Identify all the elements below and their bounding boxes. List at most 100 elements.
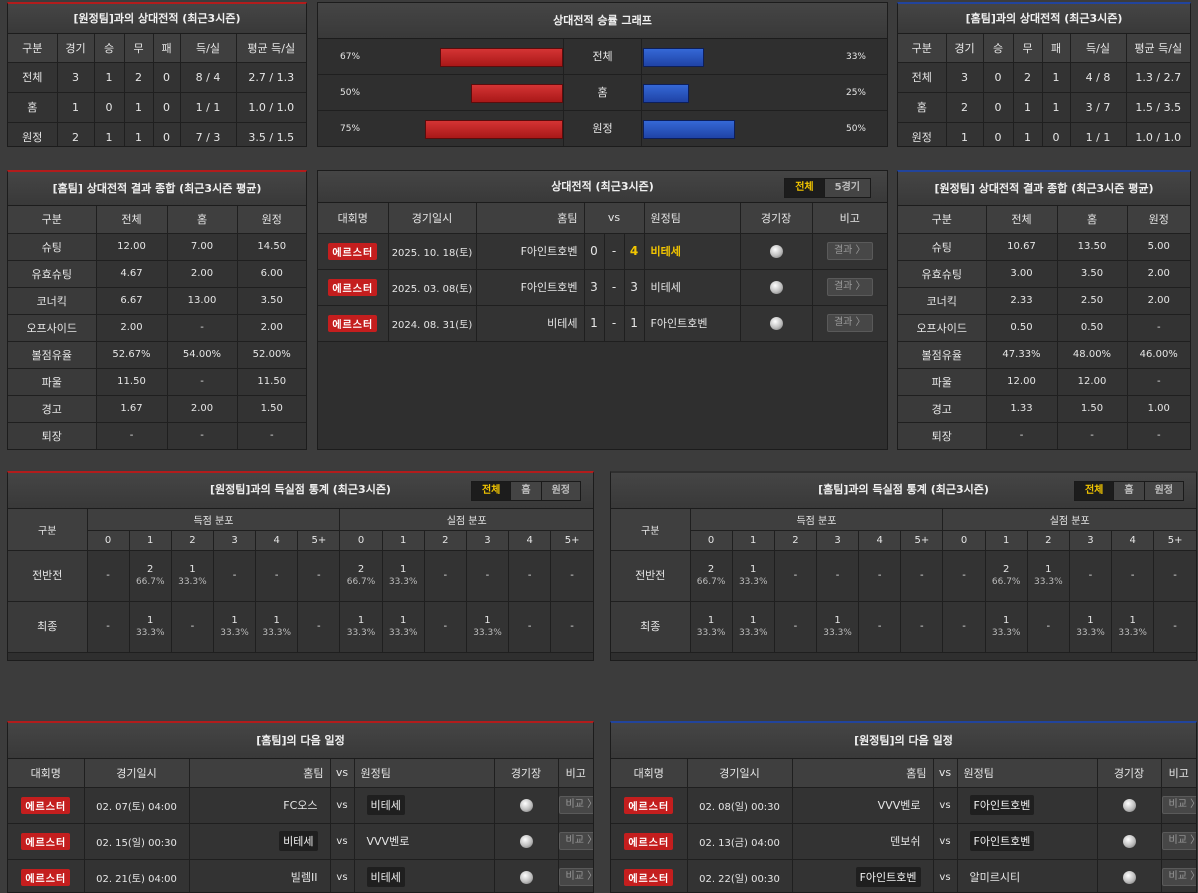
- stat-cell: 0.50: [1057, 314, 1128, 342]
- stat-cell: 0: [94, 92, 125, 123]
- stat-cell: 2: [124, 62, 154, 93]
- col-vs: vs: [330, 759, 355, 788]
- note-cell: 결과 〉: [812, 233, 887, 270]
- home-pct-label: 75%: [340, 124, 361, 134]
- col-venue: 경기장: [740, 203, 813, 234]
- away-team: VVV벤로: [366, 835, 410, 848]
- result-button[interactable]: 결과 〉: [826, 242, 873, 260]
- league-cell: 에르스터: [8, 823, 85, 860]
- home-winrate-bar: [439, 48, 563, 67]
- compare-button[interactable]: 비교 〉: [558, 868, 593, 886]
- match-date: 2025. 10. 18(토): [388, 233, 477, 270]
- col-header: 득/실: [1070, 34, 1127, 63]
- dist-cell: -: [508, 601, 552, 653]
- tab-all[interactable]: 전체: [1074, 482, 1115, 500]
- result-button[interactable]: 결과 〉: [826, 278, 873, 296]
- count-value: -: [793, 620, 798, 632]
- stat-cell: 2.00: [1127, 260, 1190, 288]
- venue-cell: [740, 269, 813, 306]
- note-cell: 비교 〉: [1161, 823, 1196, 860]
- stat-cell: 3: [946, 62, 984, 93]
- note-cell: 결과 〉: [812, 305, 887, 342]
- table-row: 퇴장 - - -: [8, 422, 306, 449]
- table-row: 유효슈팅 4.67 2.00 6.00: [8, 260, 306, 288]
- col-league: 대회명: [611, 759, 688, 788]
- tab-5games[interactable]: 5경기: [824, 179, 870, 197]
- summary-home-panel: [홈팀] 상대전적 결과 종합 (최근3시즌 평균) 구분 전체 홈 원정 슈팅 12.0…: [7, 170, 307, 450]
- bucket-header: 0: [339, 530, 383, 551]
- home-team-cell: 빌렘II: [189, 859, 331, 892]
- dist-cell: 1 33.3%: [171, 550, 214, 602]
- compare-button[interactable]: 비교 〉: [1161, 796, 1196, 814]
- dist-cell: 1 33.3%: [129, 601, 172, 653]
- count-value: -: [527, 620, 532, 632]
- league-badge: 에르스터: [624, 868, 674, 886]
- count-value: 1: [1002, 614, 1010, 626]
- dist-cell: -: [213, 550, 257, 602]
- dist-cell: 1 33.3%: [1069, 601, 1113, 653]
- col-note: 비고: [558, 759, 593, 788]
- dist-cell: 1 33.3%: [732, 601, 775, 653]
- percent-value: 33.3%: [262, 627, 291, 638]
- h2h-home-panel: [홈팀]과의 상대전적 (최근3시즌) 구분 경기 승 무 패 득/실 평균 득/실 전체 3 0…: [897, 2, 1191, 147]
- summary-away-title: [원정팀] 상대전적 결과 종합 (최근3시즌 평균): [898, 172, 1190, 206]
- row-label: 최종: [611, 601, 691, 653]
- table-row: 전반전 -2 66.7% 1 33.3% - - -2 66.7% 1 33.3% - - - -: [8, 550, 593, 602]
- col-vs: vs: [584, 203, 645, 234]
- dist-cell: 2 66.7%: [339, 550, 383, 602]
- stat-cell: 2.33: [986, 287, 1058, 315]
- col-header: 구분: [8, 34, 58, 63]
- col-header: 구분: [898, 34, 947, 63]
- stat-cell: 4 / 8: [1070, 62, 1127, 93]
- count-value: 1: [484, 614, 491, 626]
- stat-cell: 6.67: [96, 287, 168, 315]
- bucket-header: 4: [858, 530, 902, 551]
- summary-away-table: 구분 전체 홈 원정 슈팅 10.67 13.50 5.00 유효슈팅 3.00 3.50 2.00 코…: [898, 206, 1190, 449]
- table-row: 볼점유율 47.33% 48.00% 46.00%: [898, 341, 1190, 369]
- row-label: 전반전: [8, 550, 88, 602]
- dist-cell: 1 33.3%: [690, 601, 733, 653]
- tab-home[interactable]: 홈: [511, 482, 542, 500]
- home-team-cell: 비테세: [189, 823, 331, 860]
- table-row: 원정 1 0 1 0 1 / 1 1.0 / 1.0: [898, 122, 1190, 146]
- home-winrate-bar: [471, 84, 563, 103]
- compare-button[interactable]: 비교 〉: [558, 832, 593, 850]
- tab-away[interactable]: 원정: [541, 482, 580, 500]
- tab-home[interactable]: 홈: [1114, 482, 1145, 500]
- compare-button[interactable]: 비교 〉: [558, 796, 593, 814]
- row-label: 홈: [898, 92, 947, 123]
- stat-cell: 10.67: [986, 233, 1058, 261]
- dist-cell: -: [1027, 601, 1070, 653]
- compare-button[interactable]: 비교 〉: [1161, 868, 1196, 886]
- row-label: 볼점유율: [898, 341, 987, 369]
- venue-cell: [1097, 859, 1162, 892]
- row-label: 최종: [8, 601, 88, 653]
- tab-away[interactable]: 원정: [1144, 482, 1183, 500]
- col-header: 평균 득/실: [1126, 34, 1190, 63]
- count-value: -: [274, 569, 279, 581]
- stat-cell: 11.50: [237, 368, 306, 396]
- home-score: 1: [584, 305, 605, 342]
- bucket-header: 0: [942, 530, 986, 551]
- percent-value: 33.3%: [1034, 576, 1063, 587]
- tab-all[interactable]: 전체: [785, 179, 825, 197]
- table-row: 에르스터 2025. 10. 18(토) F아인트호벤 0-4 비테세 결과 〉: [318, 233, 887, 270]
- h2h-matches-panel: 상대전적 (최근3시즌) 전체 5경기 대회명 경기일시 홈팀 vs 원정팀 경…: [317, 170, 888, 450]
- col-league: 대회명: [8, 759, 85, 788]
- h2h-home-title: [홈팀]과의 상대전적 (최근3시즌): [898, 4, 1190, 34]
- next-home-title: [홈팀]의 다음 일정: [8, 723, 593, 759]
- tab-all[interactable]: 전체: [471, 482, 512, 500]
- col-date: 경기일시: [388, 203, 477, 234]
- count-value: 1: [273, 614, 280, 626]
- league-cell: 에르스터: [611, 787, 688, 824]
- row-label: 볼점유율: [8, 341, 97, 369]
- home-score: 0: [584, 233, 605, 270]
- result-button[interactable]: 결과 〉: [826, 314, 873, 332]
- count-value: -: [877, 620, 882, 632]
- compare-button[interactable]: 비교 〉: [1161, 832, 1196, 850]
- col-label: 구분: [8, 509, 88, 551]
- dist-home-panel: [홈팀]과의 득실점 통계 (최근3시즌) 전체 홈 원정 구분 득점 분포 실점 …: [610, 471, 1197, 661]
- bucket-header: 1: [985, 530, 1028, 551]
- col-header: 원정: [237, 206, 306, 234]
- stat-cell: 1.3 / 2.7: [1126, 62, 1190, 93]
